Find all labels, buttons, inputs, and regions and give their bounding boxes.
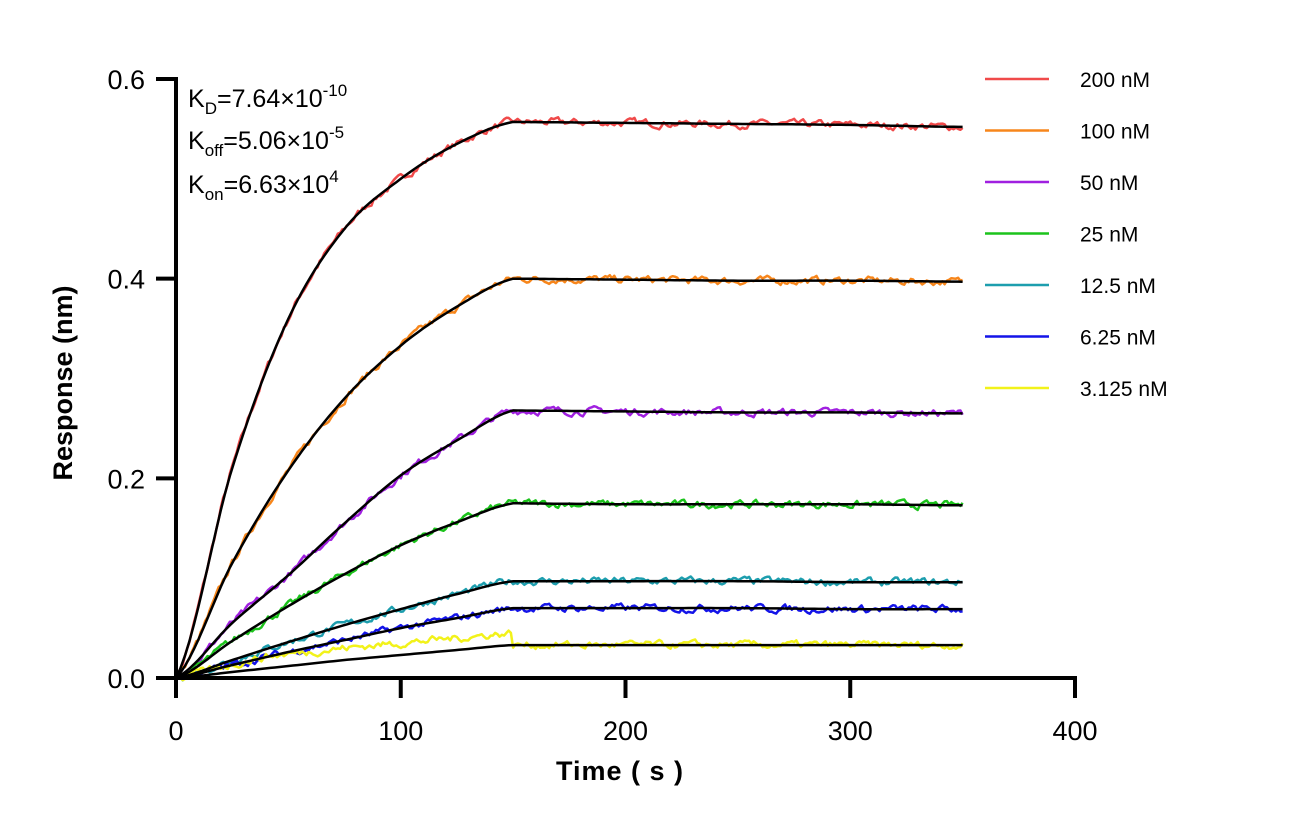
legend-item: 200 nM xyxy=(985,69,1150,92)
legend-label: 6.25 nM xyxy=(1080,327,1156,350)
fit-curve-25-nM xyxy=(175,502,963,680)
fit-curve-6-25-nM xyxy=(175,606,963,680)
data-trace-100-nM xyxy=(175,273,963,679)
legend-item: 50 nM xyxy=(985,172,1138,195)
x-axis-label: Time ( s ) xyxy=(556,756,684,786)
legend-item: 3.125 nM xyxy=(985,378,1168,401)
axes xyxy=(174,77,1077,680)
legend-label: 100 nM xyxy=(1080,121,1150,144)
kinetic-annotations: KD=7.64×10-10 Koff=5.06×10-5 Kon=6.63×10… xyxy=(188,81,347,204)
legend-label: 12.5 nM xyxy=(1080,275,1156,298)
y-axis-label: Response (nm) xyxy=(48,285,78,480)
kon-annotation: Kon=6.63×104 xyxy=(188,167,339,204)
legend-label: 3.125 nM xyxy=(1080,378,1168,401)
legend-label: 50 nM xyxy=(1080,172,1138,195)
legend-item: 100 nM xyxy=(985,121,1150,144)
legend-label: 200 nM xyxy=(1080,69,1150,92)
fit-curve-3-125-nM xyxy=(175,643,963,680)
data-trace-200-nM xyxy=(174,116,964,679)
legend: 200 nM 100 nM 50 nM 25 nM 12.5 nM 6.25 nM 3.12… xyxy=(985,69,1168,401)
kd-annotation: KD=7.64×10-10 xyxy=(188,81,347,118)
data-trace-50-nM xyxy=(175,404,964,681)
y-tick-label: 0.0 xyxy=(107,664,145,694)
x-tick-label: 100 xyxy=(378,716,423,746)
fit-curve-100-nM xyxy=(175,277,963,679)
fit-curve-200-nM xyxy=(174,120,963,679)
legend-item: 6.25 nM xyxy=(985,327,1156,350)
data-trace-6-25-nM xyxy=(175,602,963,681)
y-tick-label: 0.2 xyxy=(107,464,145,494)
x-tick-label: 400 xyxy=(1052,716,1097,746)
legend-item: 25 nM xyxy=(985,224,1138,247)
koff-annotation: Koff=5.06×10-5 xyxy=(188,123,344,160)
x-tick-label: 200 xyxy=(603,716,648,746)
x-tick-label: 300 xyxy=(828,716,873,746)
y-tick-label: 0.4 xyxy=(107,265,145,295)
legend-label: 25 nM xyxy=(1080,224,1138,247)
legend-item: 12.5 nM xyxy=(985,275,1156,298)
x-tick-label: 0 xyxy=(168,716,183,746)
fit-curve-12-5-nM xyxy=(175,579,963,680)
ticks: 0 100 200 300 400 0.0 0.2 0.4 0.6 xyxy=(107,65,1097,746)
data-trace-3-125-nM xyxy=(175,629,964,682)
y-tick-label: 0.6 xyxy=(107,65,145,95)
fit-curve-50-nM xyxy=(175,409,963,680)
data-traces xyxy=(174,116,964,682)
fit-curves xyxy=(174,120,963,680)
